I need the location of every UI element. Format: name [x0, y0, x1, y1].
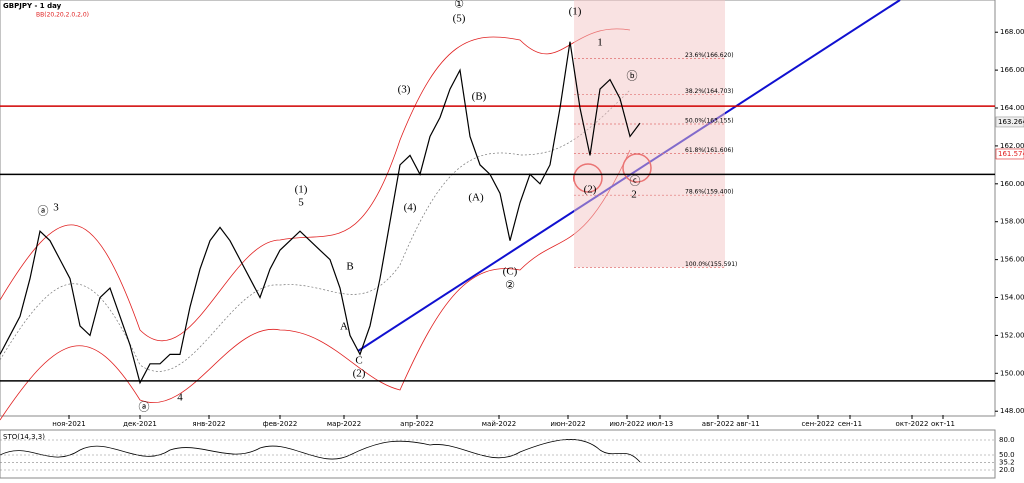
- wave-label: ②: [505, 280, 515, 292]
- wave-label: 4: [177, 392, 183, 404]
- y-tick-label: 152.000: [1000, 331, 1024, 339]
- wave-label: ⓐ: [38, 205, 49, 218]
- fib-label: 38.2%(164.703): [685, 88, 734, 95]
- wave-label: (A): [468, 192, 484, 204]
- y-tick-label: 148.000: [1000, 407, 1024, 415]
- wave-label: ⓑ: [627, 70, 638, 83]
- y-tick-label: 168.000: [1000, 28, 1024, 36]
- wave-label: ⓐ: [139, 401, 150, 414]
- wave-label: (B): [472, 91, 487, 103]
- chart-title: GBPJPY - 1 day: [3, 2, 62, 10]
- wave-label: C: [355, 355, 362, 367]
- wave-label: (1): [295, 184, 308, 196]
- fib-label: 61.8%(161.606): [685, 147, 734, 154]
- wave-label: A: [340, 321, 348, 333]
- fib-label: 78.6%(159.400): [685, 189, 734, 196]
- x-tick-label: янв-2022: [192, 420, 225, 428]
- wave-label: ①: [454, 0, 464, 11]
- wave-label: (4): [404, 202, 417, 214]
- x-tick-label: окт-2022: [896, 420, 929, 428]
- fib-label: 100.0%(155.591): [685, 261, 737, 268]
- wave-label: B: [346, 261, 353, 273]
- x-tick-label: июл-13: [647, 420, 673, 428]
- x-tick-label: авг-2022: [702, 420, 734, 428]
- x-tick-label: сен-2022: [801, 420, 834, 428]
- y-tick-label: 150.000: [1000, 369, 1024, 377]
- y-tick-label: 164.000: [1000, 104, 1024, 112]
- wave-label: (2): [353, 368, 366, 380]
- wave-label: (3): [398, 84, 411, 96]
- indicator-tick-label: 80.0: [999, 436, 1015, 444]
- x-tick-label: апр-2022: [400, 420, 434, 428]
- wave-label: (2): [584, 184, 597, 196]
- x-tick-label: окт-11: [931, 420, 955, 428]
- y-tick-label: 166.000: [1000, 66, 1024, 74]
- wave-label: (5): [453, 13, 466, 25]
- indicator-frame: [0, 430, 995, 478]
- fib-label: 23.6%(166.620): [685, 52, 734, 59]
- y-tick-label: 156.000: [1000, 256, 1024, 264]
- x-tick-label: мар-2022: [327, 420, 361, 428]
- price-tag-label: 163.264: [998, 118, 1024, 126]
- x-tick-label: сен-11: [838, 420, 862, 428]
- x-tick-label: дек-2021: [123, 420, 157, 428]
- wave-label: (C): [503, 266, 518, 278]
- x-tick-label: фев-2022: [263, 420, 298, 428]
- wave-label: 5: [298, 197, 304, 209]
- y-tick-label: 154.000: [1000, 294, 1024, 302]
- x-tick-label: авг-11: [736, 420, 760, 428]
- wave-label: (1): [569, 6, 582, 18]
- x-tick-label: июн-2022: [550, 420, 585, 428]
- wave-label: 3: [53, 202, 59, 214]
- wave-label: ⓒ: [630, 175, 641, 188]
- x-tick-label: май-2022: [482, 420, 516, 428]
- fib-label: 50.0%(163.155): [685, 118, 734, 125]
- wave-label: 2: [631, 189, 637, 201]
- y-tick-label: 158.000: [1000, 218, 1024, 226]
- x-tick-label: ноя-2021: [52, 420, 85, 428]
- plot-frame: [0, 0, 995, 416]
- indicator-tick-label: 20.0: [999, 466, 1015, 474]
- x-tick-label: июл-2022: [609, 420, 644, 428]
- y-tick-label: 160.000: [1000, 180, 1024, 188]
- price-tag-label: 161.574: [998, 150, 1024, 158]
- bollinger-label: BB(20,20,2.0,2,0): [36, 12, 89, 19]
- wave-label: 1: [597, 37, 603, 49]
